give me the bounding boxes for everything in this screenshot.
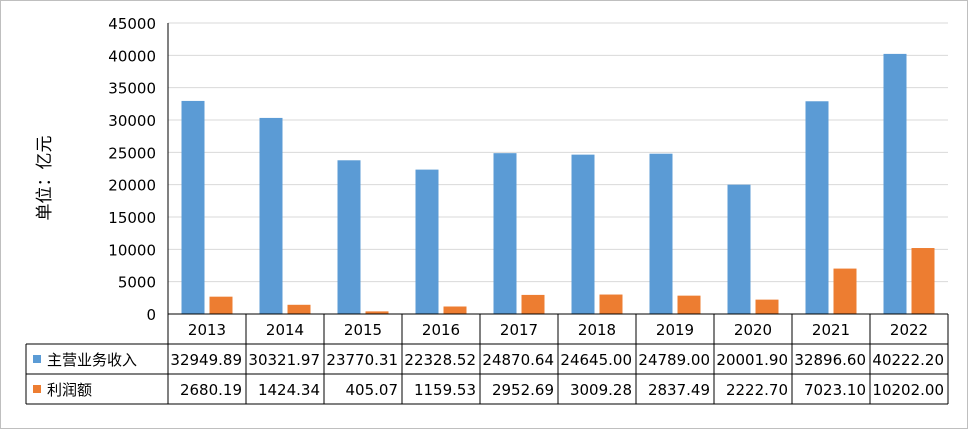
bar-2-series-2	[287, 304, 311, 314]
bar-9-series-1	[805, 101, 829, 315]
bar-2-series-1	[259, 117, 283, 314]
legend-label-2: 利润额	[47, 381, 92, 399]
data-label: 30321.97	[248, 351, 320, 369]
bar-7-series-2	[677, 295, 701, 314]
bar-3-series-2	[365, 311, 389, 314]
x-category-label: 2013	[188, 321, 226, 339]
data-label: 40222.20	[872, 351, 944, 369]
bar-5-series-1	[493, 153, 517, 314]
legend-swatch-2	[33, 385, 41, 393]
data-label: 405.07	[346, 381, 399, 399]
gridlines	[168, 22, 948, 315]
data-label: 1424.34	[258, 381, 320, 399]
y-tick-label: 0	[146, 306, 156, 324]
x-category-label: 2021	[812, 321, 850, 339]
data-label: 1159.53	[414, 381, 476, 399]
data-label: 10202.00	[872, 381, 944, 399]
y-tick-label: 20000	[108, 177, 156, 195]
legend-swatch-1	[33, 355, 41, 363]
data-label: 20001.90	[716, 351, 788, 369]
bar-6-series-2	[599, 294, 623, 314]
bar-8-series-2	[755, 299, 779, 314]
bars	[181, 53, 935, 315]
data-label: 2952.69	[492, 381, 554, 399]
x-category-label: 2016	[422, 321, 460, 339]
data-label: 7023.10	[804, 381, 866, 399]
x-category-label: 2018	[578, 321, 616, 339]
bar-5-series-2	[521, 294, 545, 314]
data-label: 24789.00	[638, 351, 710, 369]
data-label: 2222.70	[726, 381, 788, 399]
x-category-label: 2022	[890, 321, 928, 339]
bar-1-series-1	[181, 100, 205, 314]
bar-8-series-1	[727, 184, 751, 314]
bar-7-series-1	[649, 153, 673, 314]
data-label: 23770.31	[326, 351, 398, 369]
x-category-label: 2014	[266, 321, 304, 339]
x-category-label: 2020	[734, 321, 772, 339]
x-category-label: 2015	[344, 321, 382, 339]
data-label: 3009.28	[570, 381, 632, 399]
y-tick-label: 45000	[108, 15, 156, 33]
y-tick-label: 25000	[108, 144, 156, 162]
data-label: 32896.60	[794, 351, 866, 369]
y-tick-label: 30000	[108, 112, 156, 130]
bar-9-series-2	[833, 268, 857, 314]
bar-6-series-1	[571, 154, 595, 314]
bar-3-series-1	[337, 160, 361, 314]
data-label: 32949.89	[170, 351, 242, 369]
data-label: 22328.52	[404, 351, 476, 369]
y-tick-label: 10000	[108, 241, 156, 259]
legend-label-1: 主营业务收入	[47, 351, 137, 369]
x-category-label: 2017	[500, 321, 538, 339]
bar-4-series-1	[415, 169, 439, 314]
data-label: 2680.19	[180, 381, 242, 399]
data-label: 24645.00	[560, 351, 632, 369]
bar-10-series-2	[911, 248, 935, 314]
bar-4-series-2	[443, 306, 467, 314]
y-tick-label: 15000	[108, 209, 156, 227]
bar-1-series-2	[209, 296, 233, 314]
data-table: 2013 2014 2015 2016 2017 2018 2019 2020 2021 2022…	[25, 23, 949, 405]
y-tick-label: 35000	[108, 80, 156, 98]
x-category-label: 2019	[656, 321, 694, 339]
data-label: 24870.64	[482, 351, 554, 369]
y-axis: 0 5000 10000 15000 20000 25000 30000 35000 40000…	[108, 15, 156, 324]
y-tick-label: 5000	[118, 274, 156, 292]
bar-10-series-1	[883, 53, 907, 315]
y-tick-label: 40000	[108, 47, 156, 65]
y-axis-label: 单位：亿元	[35, 136, 55, 221]
data-label: 2837.49	[648, 381, 710, 399]
